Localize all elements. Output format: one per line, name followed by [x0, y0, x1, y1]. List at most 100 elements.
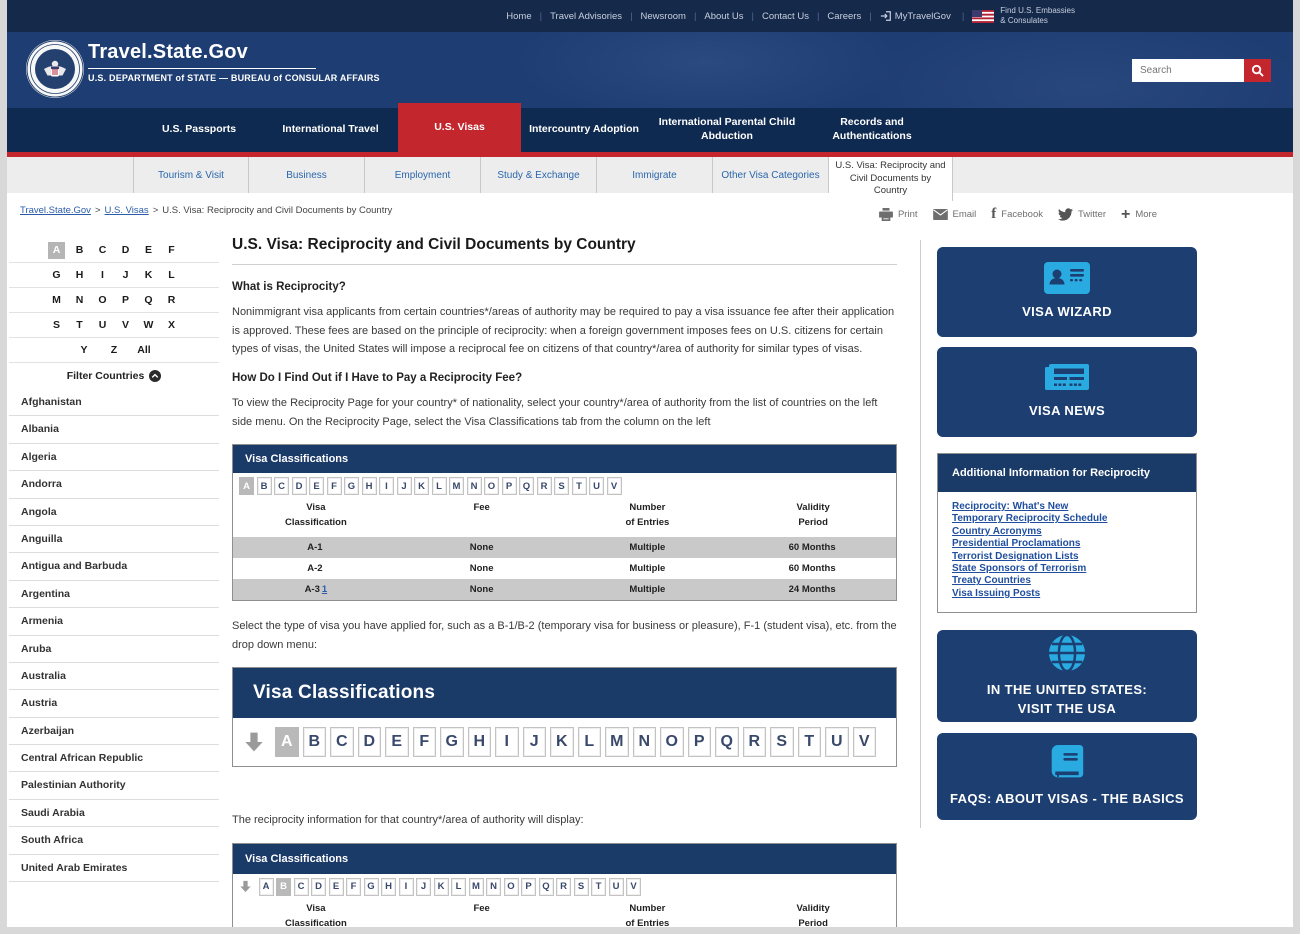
filter-countries-toggle[interactable]: Filter Countries — [9, 363, 219, 389]
visa-letter[interactable]: N — [632, 727, 656, 758]
country-item[interactable]: Argentina — [9, 581, 219, 609]
visa-letter[interactable]: V — [852, 727, 876, 758]
visa-letter[interactable]: M — [605, 727, 629, 758]
visa-letter[interactable]: D — [291, 477, 307, 496]
visa-letter[interactable]: U — [589, 477, 604, 496]
visa-letter[interactable]: M — [449, 477, 464, 496]
sub-nav-item[interactable]: Tourism & Visit — [133, 157, 249, 193]
visa-letter[interactable]: P — [687, 727, 711, 758]
visa-letter[interactable]: U — [825, 727, 849, 758]
visa-letter[interactable]: A — [258, 877, 274, 896]
utility-link[interactable]: Travel Advisories — [550, 11, 640, 22]
faqs-card[interactable]: FAQS: ABOUT VISAS - THE BASICS — [937, 733, 1197, 820]
alphabet-letter[interactable]: V — [121, 318, 129, 331]
utility-link[interactable]: Careers — [827, 11, 879, 22]
visa-letter[interactable]: S — [573, 877, 589, 896]
visa-letter[interactable]: K — [414, 477, 429, 496]
facebook-button[interactable]: f Facebook — [991, 206, 1044, 222]
country-item[interactable]: Central African Republic — [9, 745, 219, 773]
visa-news-card[interactable]: VISA NEWS — [937, 347, 1197, 437]
alphabet-letter[interactable]: R — [167, 293, 176, 306]
visa-letter[interactable]: C — [274, 477, 289, 496]
country-item[interactable]: Andorra — [9, 471, 219, 499]
country-item[interactable]: Armenia — [9, 608, 219, 636]
visa-letter[interactable]: A — [239, 477, 254, 496]
visa-letter[interactable]: L — [577, 727, 601, 758]
utility-link[interactable]: Newsroom — [641, 11, 705, 22]
main-nav-item[interactable]: International Travel — [282, 123, 379, 136]
visa-letter[interactable]: O — [660, 727, 684, 758]
visa-letter[interactable]: S — [554, 477, 569, 496]
country-item[interactable]: Aruba — [9, 636, 219, 663]
mytravelgov-link[interactable]: MyTravelGov — [880, 10, 973, 22]
visa-letter[interactable]: T — [571, 477, 587, 496]
visa-letter[interactable]: E — [309, 477, 324, 496]
visa-letter[interactable]: O — [503, 877, 519, 896]
country-item[interactable]: Afghanistan — [9, 389, 219, 417]
visa-letter[interactable]: J — [522, 727, 546, 758]
info-link[interactable]: State Sponsors of Terrorism — [952, 563, 1087, 575]
visa-letter[interactable]: P — [501, 477, 517, 496]
visa-letter[interactable]: G — [363, 877, 379, 896]
visa-letter[interactable]: T — [797, 727, 821, 758]
alphabet-letter[interactable]: I — [101, 268, 104, 281]
visa-letter[interactable]: H — [381, 877, 396, 896]
info-link[interactable]: Visa Issuing Posts — [952, 587, 1041, 599]
visa-wizard-card[interactable]: VISA WIZARD — [937, 247, 1197, 337]
country-item[interactable]: Antigua and Barbuda — [9, 553, 219, 581]
alphabet-letter[interactable]: E — [144, 243, 152, 256]
country-item[interactable]: United Arab Emirates — [9, 855, 219, 883]
alphabet-letter[interactable]: X — [167, 318, 175, 331]
main-nav-item[interactable]: International Parental Child Abduction — [658, 116, 796, 142]
alphabet-letter[interactable]: Z — [110, 343, 118, 356]
visa-letter[interactable]: E — [385, 727, 409, 758]
alphabet-letter[interactable]: L — [168, 268, 175, 281]
visa-letter[interactable]: V — [606, 477, 622, 496]
country-item[interactable]: Angola — [9, 499, 219, 526]
visa-letter[interactable]: S — [770, 727, 794, 758]
sub-nav-item[interactable]: Immigrate — [597, 157, 713, 193]
alphabet-letter[interactable]: A — [48, 241, 65, 259]
visit-usa-card[interactable]: IN THE UNITED STATES: VISIT THE USA — [937, 630, 1197, 722]
visa-letter[interactable]: D — [311, 877, 326, 896]
main-nav-item[interactable]: Intercountry Adoption — [529, 123, 639, 136]
alphabet-letter[interactable]: F — [168, 243, 175, 256]
alphabet-letter[interactable]: P — [121, 293, 129, 306]
visa-letter[interactable]: T — [591, 877, 606, 896]
visa-letter[interactable]: F — [412, 727, 436, 758]
visa-letter[interactable]: H — [361, 477, 377, 496]
site-title[interactable]: Travel.State.Gov — [88, 41, 248, 63]
country-item[interactable]: Albania — [9, 416, 219, 444]
info-link[interactable]: Presidential Proclamations — [952, 538, 1081, 550]
visa-letter[interactable]: E — [328, 877, 344, 896]
country-item[interactable]: Algeria — [9, 444, 219, 472]
info-link[interactable]: Treaty Countries — [952, 575, 1031, 587]
find-embassies-link[interactable]: Find U.S. Embassies & Consulates — [972, 6, 1075, 26]
alphabet-letter[interactable]: M — [52, 293, 61, 306]
visa-letter[interactable]: B — [302, 727, 326, 758]
visa-letter[interactable]: M — [468, 877, 484, 896]
alphabet-letter[interactable]: B — [75, 243, 84, 256]
alphabet-letter[interactable]: G — [52, 268, 61, 281]
info-link[interactable]: Country Acronyms — [952, 525, 1042, 537]
visa-letter[interactable]: F — [346, 877, 361, 896]
visa-letter[interactable]: B — [256, 477, 272, 496]
visa-letter[interactable]: G — [440, 727, 464, 758]
visa-letter[interactable]: I — [495, 727, 519, 758]
visa-letter[interactable]: D — [357, 727, 381, 758]
country-item[interactable]: Australia — [9, 663, 219, 691]
alphabet-letter[interactable]: O — [98, 293, 107, 306]
visa-letter[interactable]: R — [536, 477, 552, 496]
country-item[interactable]: Palestinian Authority — [9, 772, 219, 800]
alphabet-letter[interactable]: U — [98, 318, 107, 331]
info-link[interactable]: Temporary Reciprocity Schedule — [952, 513, 1108, 525]
alphabet-letter[interactable]: H — [75, 268, 84, 281]
visa-letter[interactable]: C — [293, 877, 309, 896]
main-nav-item[interactable]: Records and Authentications — [832, 116, 912, 142]
utility-link[interactable]: Contact Us — [762, 11, 827, 22]
country-item[interactable]: Saudi Arabia — [9, 800, 219, 828]
visa-letter[interactable]: U — [608, 877, 624, 896]
search-button[interactable] — [1244, 59, 1271, 82]
alphabet-letter[interactable]: N — [75, 293, 84, 306]
visa-letter[interactable]: K — [433, 877, 449, 896]
